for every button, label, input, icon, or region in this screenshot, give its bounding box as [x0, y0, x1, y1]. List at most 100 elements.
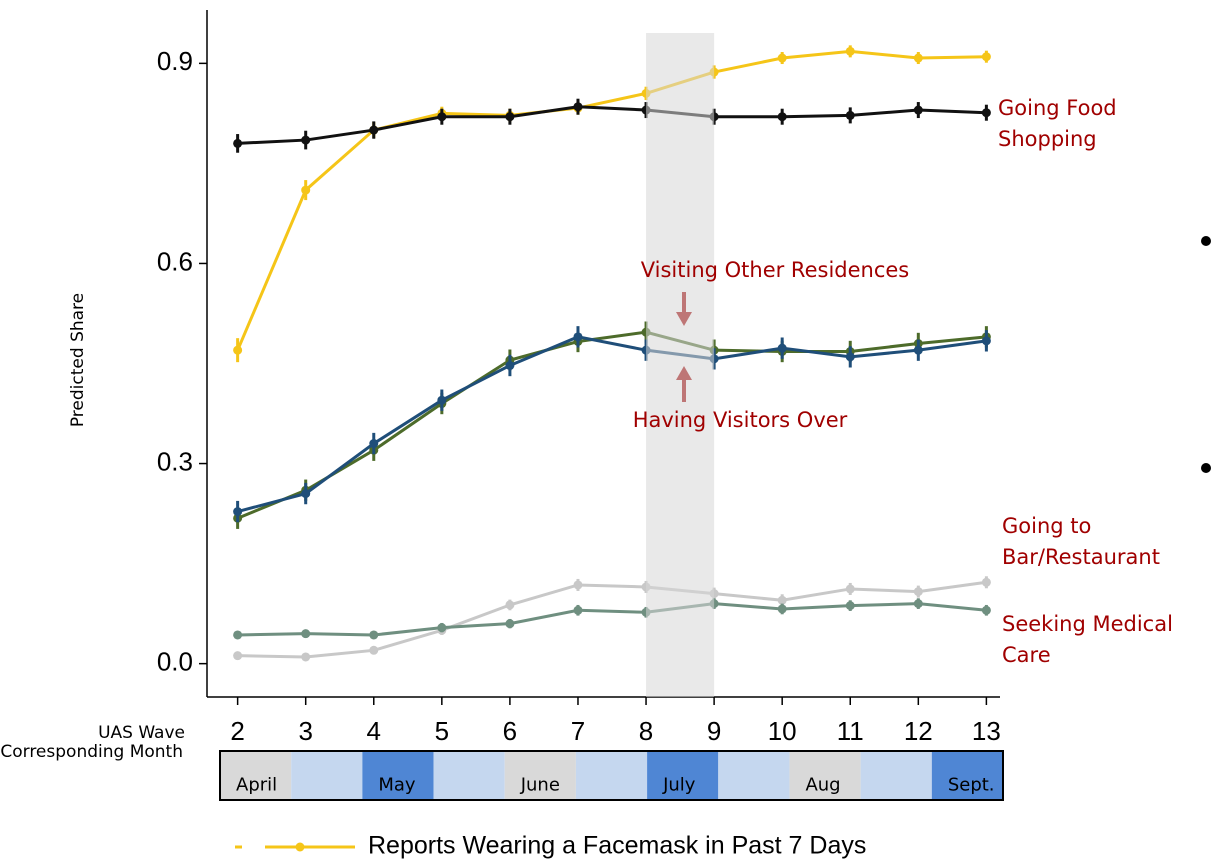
point [233, 651, 243, 661]
point [913, 53, 923, 63]
point [437, 112, 447, 122]
point [981, 52, 991, 62]
point [233, 138, 243, 148]
x-tick-label: 13 [972, 716, 1001, 746]
series-line [237, 330, 987, 520]
series-label: Seeking Medical Care [1002, 612, 1173, 667]
point [777, 595, 787, 605]
point [981, 336, 991, 346]
month-cell [860, 751, 932, 800]
bullet [1201, 236, 1211, 246]
point [233, 630, 243, 640]
month-label: Aug [805, 775, 840, 796]
point [573, 580, 583, 590]
series-label: Having Visitors Over [632, 408, 848, 432]
month-cell [718, 751, 790, 800]
point [913, 599, 923, 609]
month-frame [219, 750, 1004, 801]
series-line [236, 49, 987, 351]
legend-marker [295, 842, 305, 852]
point [777, 343, 787, 353]
legend-label: Reports Wearing a Facemask in Past 7 Day… [368, 832, 866, 860]
point [505, 112, 515, 122]
x-tick-label: 9 [707, 716, 721, 746]
month-cell [433, 751, 505, 800]
x-tick-label: 12 [904, 716, 933, 746]
point [573, 332, 583, 342]
month-cell [647, 751, 719, 800]
x-tick-label: 6 [503, 716, 517, 746]
x-tick-label: 10 [768, 716, 797, 746]
point [981, 577, 991, 587]
point [845, 584, 855, 594]
x-tick-label: 4 [367, 716, 381, 746]
month-cell [291, 751, 363, 800]
series-line [237, 580, 987, 659]
series-label: Visiting Other Residences [640, 258, 910, 282]
point [777, 604, 787, 614]
series-line [237, 335, 987, 514]
month-label: July [662, 775, 696, 796]
series-label: Going Food Shopping [998, 96, 1117, 151]
point [505, 619, 515, 629]
month-cell [789, 751, 861, 800]
highlight-band [646, 33, 715, 697]
point [437, 395, 447, 405]
series-line [237, 105, 987, 145]
point [913, 587, 923, 597]
point [437, 623, 447, 633]
month-cell [362, 751, 434, 800]
x-tick-label: 2 [230, 716, 244, 746]
point [369, 125, 379, 135]
month-cell [575, 751, 648, 800]
point [233, 507, 243, 517]
point [845, 601, 855, 611]
month-label: May [378, 775, 416, 796]
y-axis-label: Predicted Share [68, 293, 88, 427]
point [505, 361, 515, 371]
month-cell [504, 751, 576, 800]
point [301, 135, 311, 145]
month-cell [931, 751, 1003, 800]
point [845, 110, 855, 120]
point [301, 629, 311, 639]
point [981, 108, 991, 118]
y-tick-label: 0.0 [157, 647, 193, 677]
x-tick-label: 3 [298, 716, 312, 746]
series-label: Going to Bar/Restaurant [1002, 514, 1160, 569]
y-tick-label: 0.9 [157, 46, 193, 76]
point [913, 345, 923, 355]
point [505, 600, 515, 610]
month-title: Corresponding Month [0, 742, 183, 762]
x-tick-label: 7 [571, 716, 585, 746]
x-tick-label: 11 [837, 716, 864, 746]
x-tick-label: 8 [639, 716, 653, 746]
month-label: Sept. [948, 775, 995, 796]
month-label: April [236, 775, 277, 796]
point [981, 605, 991, 615]
x-tick-label: 5 [435, 716, 449, 746]
point [301, 652, 311, 662]
month-cell [220, 751, 292, 800]
point [301, 185, 311, 195]
point [913, 105, 923, 115]
point [301, 489, 311, 499]
series-line [237, 602, 987, 637]
month-label: June [520, 775, 560, 796]
y-tick-label: 0.6 [157, 246, 193, 276]
point [573, 605, 583, 615]
bullet [1201, 463, 1211, 473]
point [369, 645, 379, 655]
point [233, 345, 243, 355]
point [777, 112, 787, 122]
point [845, 352, 855, 362]
y-tick-label: 0.3 [157, 446, 193, 476]
point [369, 630, 379, 640]
point [845, 46, 855, 56]
point [573, 102, 583, 112]
x-axis-label: UAS Wave [98, 723, 185, 743]
point [369, 439, 379, 449]
point [777, 53, 787, 63]
